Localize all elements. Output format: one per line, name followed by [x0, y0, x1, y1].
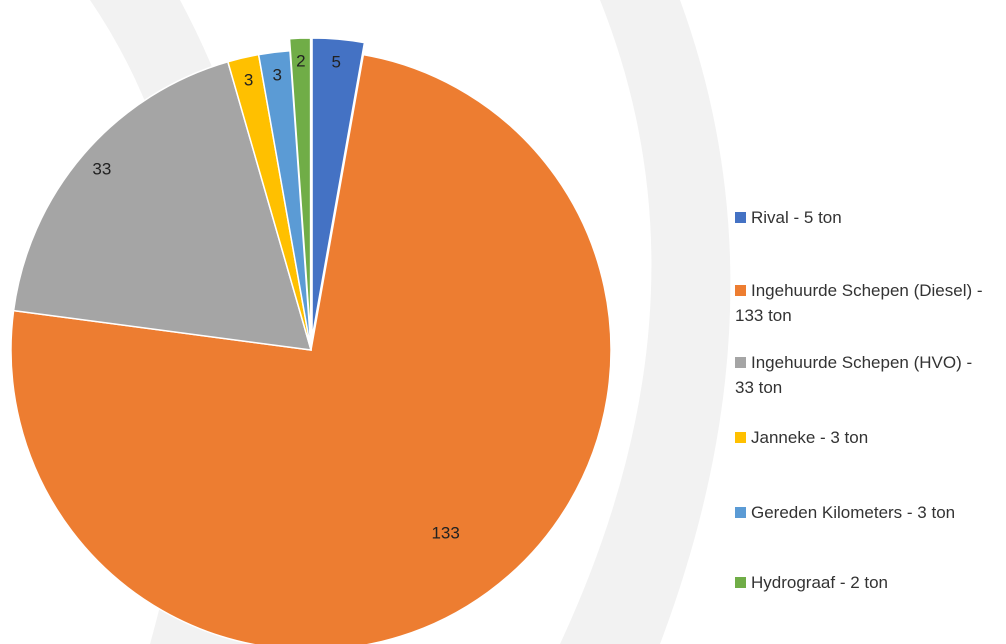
pie-slice	[10, 53, 612, 644]
legend-entry: Gereden Kilometers - 3 ton	[735, 500, 990, 525]
legend-entry: Janneke - 3 ton	[735, 425, 990, 450]
data-label: 3	[244, 71, 253, 90]
legend-entry: Ingehuurde Schepen (Diesel) - 133 ton	[735, 278, 990, 328]
legend-label: Hydrograaf - 2 ton	[751, 573, 889, 592]
legend-label: Ingehuurde Schepen (HVO) - 33 ton	[735, 353, 973, 397]
data-label: 3	[272, 66, 281, 85]
data-label: 2	[296, 52, 305, 71]
legend-swatch	[735, 285, 746, 296]
legend-label: Rival - 5 ton	[751, 208, 842, 227]
pie-slice	[311, 37, 366, 339]
legend-swatch	[735, 577, 746, 588]
legend-swatch	[735, 357, 746, 368]
legend-entry: Hydrograaf - 2 ton	[735, 570, 990, 595]
pie-slice	[288, 37, 312, 339]
legend-label: Ingehuurde Schepen (Diesel) - 133 ton	[735, 281, 983, 325]
legend-swatch	[735, 507, 746, 518]
data-label: 133	[431, 523, 459, 542]
legend-swatch	[735, 432, 746, 443]
legend-swatch	[735, 212, 746, 223]
legend-label: Janneke - 3 ton	[751, 428, 869, 447]
legend-entry: Rival - 5 ton	[735, 205, 990, 230]
data-label: 5	[332, 53, 341, 72]
legend-entry: Ingehuurde Schepen (HVO) - 33 ton	[735, 350, 990, 400]
background-swoosh	[560, 0, 731, 644]
data-label: 33	[92, 159, 111, 178]
pie-slice	[12, 60, 313, 351]
legend-label: Gereden Kilometers - 3 ton	[751, 503, 956, 522]
